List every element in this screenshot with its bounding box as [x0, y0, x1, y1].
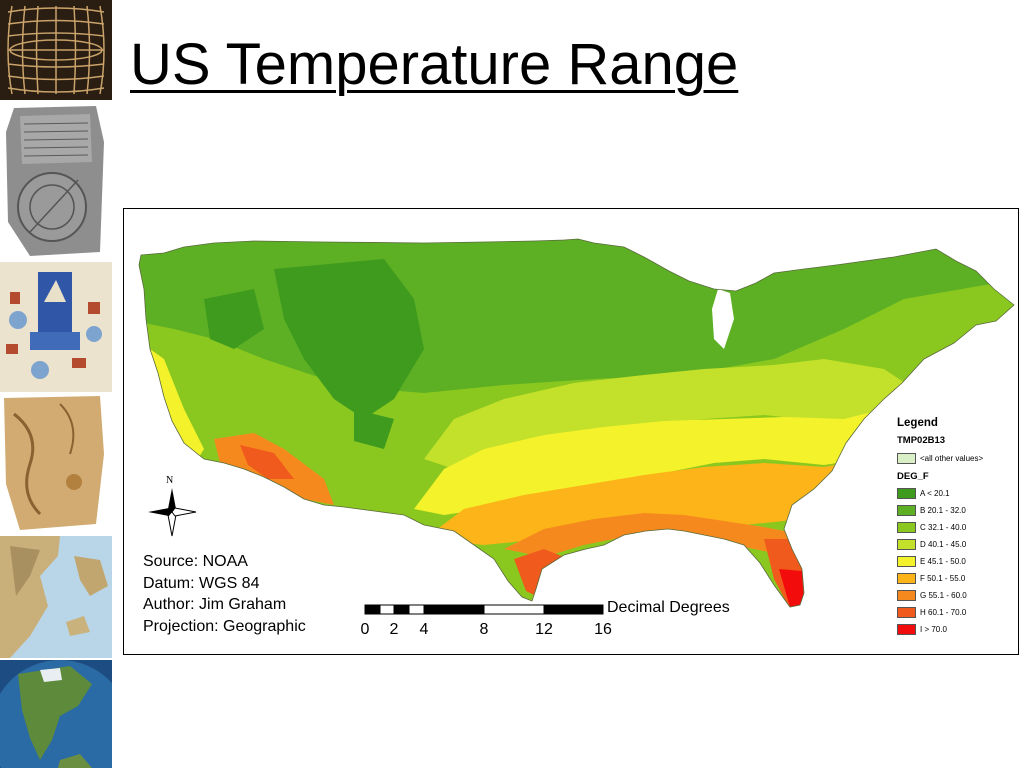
legend-swatch — [897, 453, 916, 464]
legend-swatch — [897, 624, 916, 635]
relief-map-thumbnail — [0, 536, 112, 658]
legend-label: B 20.1 - 32.0 — [920, 506, 966, 515]
parchment-map-thumbnail — [0, 394, 112, 534]
legend-swatch — [897, 488, 916, 499]
medieval-map-thumbnail — [0, 262, 112, 392]
map-legend: Legend TMP02B13 <all other values> DEG_F… — [897, 417, 1017, 638]
legend-classes: A < 20.1 B 20.1 - 32.0 C 32.1 - 40.0 D 40.1… — [897, 485, 1017, 638]
scale-tick-label: 8 — [479, 621, 489, 638]
legend-label: I > 70.0 — [920, 625, 947, 634]
map-info: Source: NOAA Datum: WGS 84 Author: Jim G… — [143, 551, 306, 637]
temperature-map: N Source: NOAA Datum: WGS 84 Author: Jim… — [123, 208, 1019, 655]
legend-other-row: <all other values> — [897, 450, 1017, 467]
grid-map-thumbnail — [0, 0, 112, 100]
north-arrow-icon — [148, 488, 197, 537]
scale-tick-label: 12 — [535, 621, 553, 638]
clay-tablet-map-thumbnail — [0, 102, 112, 260]
legend-class-row: F 50.1 - 55.0 — [897, 570, 1017, 587]
thumbnail-strip — [0, 0, 112, 768]
legend-class-row: G 55.1 - 60.0 — [897, 587, 1017, 604]
legend-label: D 40.1 - 45.0 — [920, 540, 967, 549]
us-outline — [138, 238, 1015, 608]
us-map-graphic — [138, 238, 1015, 615]
legend-swatch — [897, 505, 916, 516]
legend-label: <all other values> — [920, 454, 984, 463]
scale-tick-label: 16 — [594, 621, 612, 638]
legend-class-row: D 40.1 - 45.0 — [897, 536, 1017, 553]
author-text: Author: Jim Graham — [143, 596, 287, 613]
legend-class-row: E 45.1 - 50.0 — [897, 553, 1017, 570]
legend-swatch — [897, 590, 916, 601]
scale-tick-label: 2 — [389, 621, 399, 638]
legend-label: F 50.1 - 55.0 — [920, 574, 966, 583]
datum-text: Datum: WGS 84 — [143, 574, 260, 592]
scale-tick-label: 4 — [419, 621, 429, 638]
scale-unit-label: Decimal Degrees — [607, 599, 730, 616]
legend-label: A < 20.1 — [920, 489, 950, 498]
legend-swatch — [897, 522, 916, 533]
legend-title: Legend — [897, 417, 938, 429]
legend-class-row: B 20.1 - 32.0 — [897, 502, 1017, 519]
legend-swatch — [897, 607, 916, 618]
north-label: N — [166, 475, 174, 486]
scale-bar — [364, 604, 604, 615]
legend-label: H 60.1 - 70.0 — [920, 608, 967, 617]
legend-class-row: A < 20.1 — [897, 485, 1017, 502]
legend-label: C 32.1 - 40.0 — [920, 523, 967, 532]
page-title: US Temperature Range — [130, 32, 739, 97]
source-text: Source: NOAA — [143, 553, 248, 570]
legend-class-row: C 32.1 - 40.0 — [897, 519, 1017, 536]
globe-thumbnail — [0, 660, 112, 768]
legend-swatch — [897, 556, 916, 567]
legend-layer-name: TMP02B13 — [897, 435, 946, 446]
legend-swatch — [897, 573, 916, 584]
legend-class-row: I > 70.0 — [897, 621, 1017, 638]
scale-tick-label: 0 — [360, 621, 370, 638]
legend-class-row: H 60.1 - 70.0 — [897, 604, 1017, 621]
legend-field-name: DEG_F — [897, 471, 929, 482]
legend-label: E 45.1 - 50.0 — [920, 557, 966, 566]
legend-label: G 55.1 - 60.0 — [920, 591, 967, 600]
projection-text: Projection: Geographic — [143, 617, 306, 635]
legend-swatch — [897, 539, 916, 550]
